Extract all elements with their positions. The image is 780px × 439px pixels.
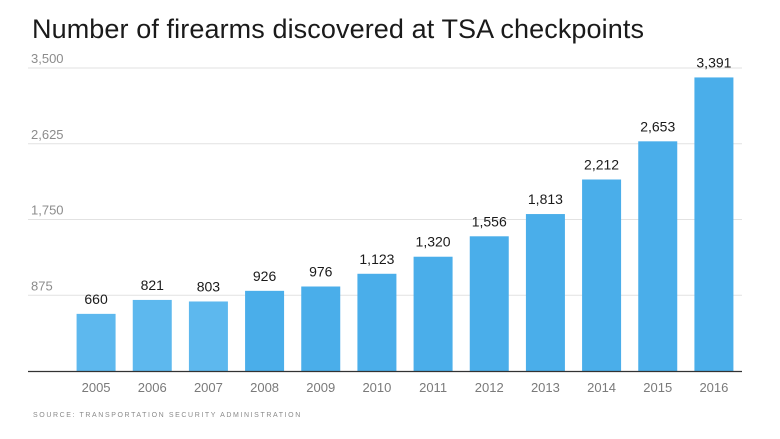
data-label: 3,391 [696,54,731,70]
data-label: 660 [84,291,108,307]
data-label: 2,212 [584,157,619,173]
y-tick-label: 1,750 [31,203,64,218]
bar-2011 [413,256,453,371]
data-label: 1,123 [359,251,394,267]
bar-2006 [132,299,172,371]
bar-2015 [638,141,678,371]
bar-2014 [582,179,622,371]
bar-2013 [525,214,565,371]
x-tick-label: 2013 [531,380,560,395]
x-tick-label: 2011 [419,380,447,395]
source-note: SOURCE: TRANSPORTATION SECURITY ADMINIST… [33,412,302,419]
x-tick-label: 2014 [587,380,616,395]
bar-2007 [188,301,228,371]
bar-2012 [469,236,509,371]
data-label: 926 [253,268,277,284]
x-tick-label: 2016 [699,380,728,395]
bar-2009 [301,286,341,371]
x-tick-label: 2009 [306,380,335,395]
data-label: 1,556 [472,213,507,229]
x-tick-label: 2010 [362,380,391,395]
data-label: 1,320 [416,234,451,250]
y-tick-label: 875 [31,278,53,293]
x-tick-label: 2007 [194,380,223,395]
data-label: 1,813 [528,191,563,207]
y-tick-label: 2,625 [31,127,64,142]
bar-2010 [357,273,397,371]
x-tick-label: 2015 [643,380,672,395]
bar-2005 [76,313,116,371]
data-label: 821 [141,277,165,293]
data-label: 976 [309,264,333,280]
x-tick-label: 2005 [82,380,111,395]
data-label: 2,653 [640,118,675,134]
data-label: 803 [197,278,221,294]
x-tick-label: 2008 [250,380,279,395]
y-tick-label: 3,500 [31,51,64,66]
x-tick-label: 2006 [138,380,167,395]
x-tick-label: 2012 [475,380,504,395]
bar-2016 [694,77,734,372]
chart-title: Number of firearms discovered at TSA che… [32,14,645,44]
bar-2008 [245,290,285,371]
